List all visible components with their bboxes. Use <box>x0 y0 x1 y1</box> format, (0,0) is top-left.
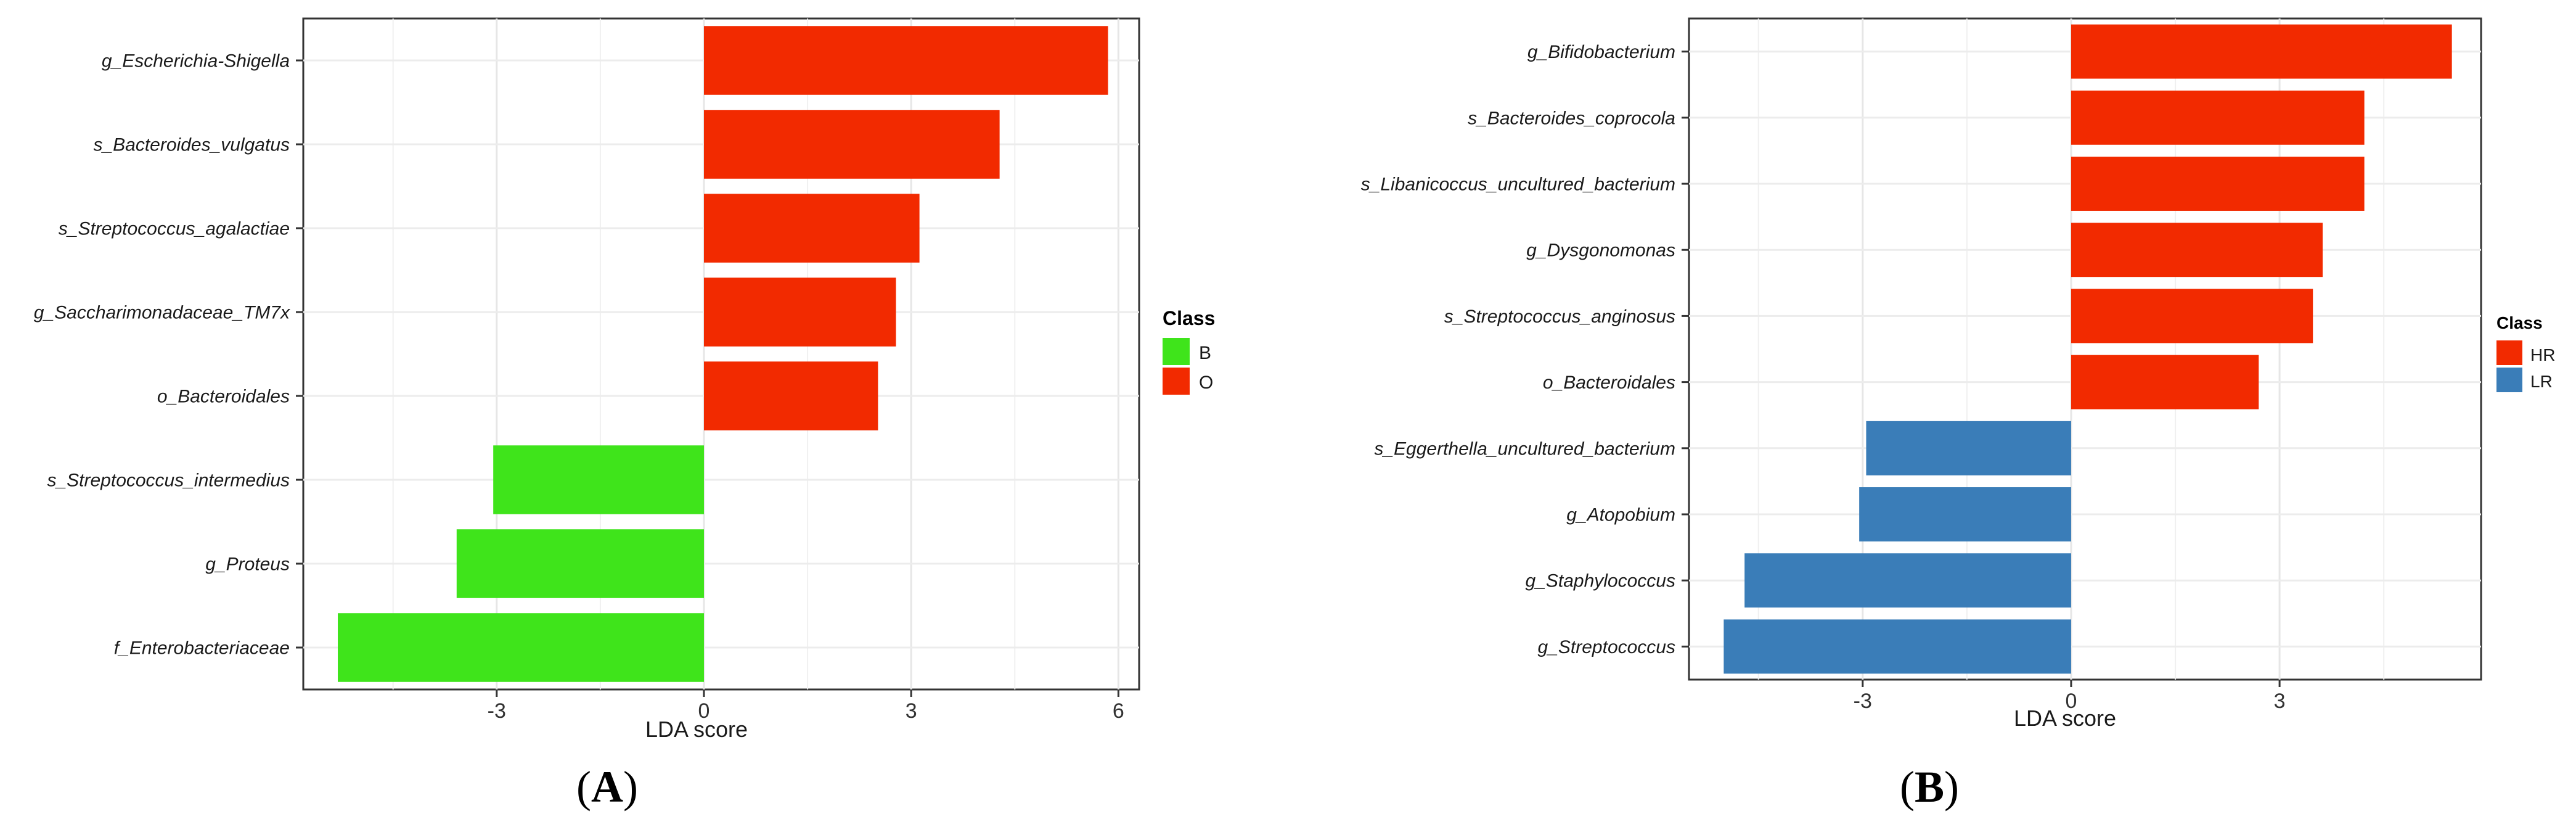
category-label: s_Libanicoccus_uncultured_bacterium <box>1361 175 1675 195</box>
bar-g_Staphylococcus <box>1744 553 2071 608</box>
category-label: s_Streptococcus_intermedius <box>47 471 290 491</box>
bar-s_Bacteroides_coprocola <box>2071 90 2365 145</box>
legend-swatch-o <box>1163 368 1190 395</box>
legend-label-lr: LR <box>2530 372 2553 391</box>
x-tick-label: 0 <box>2065 689 2077 713</box>
legend-label-hr: HR <box>2530 345 2555 364</box>
legend-label-b: B <box>1199 343 1211 363</box>
legend-swatch-b <box>1163 338 1190 365</box>
bar-g_Escherichia-Shigella <box>703 26 1108 95</box>
bar-s_Streptococcus_intermedius <box>493 445 704 514</box>
category-label: g_Dysgonomonas <box>1526 241 1675 261</box>
x-ticks-b: -3 0 3 <box>1854 680 2286 713</box>
legend-swatch-hr <box>2496 340 2522 365</box>
bar-s_Eggerthella_uncultured_bacterium <box>1866 421 2071 475</box>
legend-title-b: Class <box>2496 313 2543 332</box>
bar-g_Saccharimonadaceae_TM7x <box>703 278 896 347</box>
panel-label-a: (A) <box>576 762 638 812</box>
category-label: g_Saccharimonadaceae_TM7x <box>34 303 290 323</box>
x-axis-label-b: LDA score <box>2014 706 2116 731</box>
category-label: o_Bacteroidales <box>157 387 290 407</box>
bar-g_Bifidobacterium <box>2071 24 2452 79</box>
category-label: g_Staphylococcus <box>1526 571 1676 591</box>
bar-g_Dysgonomonas <box>2071 223 2323 278</box>
bar-s_Libanicoccus_uncultured_bacterium <box>2071 157 2365 211</box>
x-tick-label: 0 <box>698 699 710 723</box>
legend-title-a: Class <box>1163 307 1215 329</box>
category-label: o_Bacteroidales <box>1543 372 1675 393</box>
chart-a: g_Escherichia-Shigella s_Bacteroides_vulg… <box>34 17 1215 812</box>
bar-g_Proteus <box>456 529 704 598</box>
x-tick-label: -3 <box>488 699 506 723</box>
bar-s_Streptococcus_anginosus <box>2071 289 2313 344</box>
category-label: s_Bacteroides_vulgatus <box>93 135 290 155</box>
panel-label-b: (B) <box>1900 762 1959 812</box>
category-labels-a: g_Escherichia-Shigella s_Bacteroides_vulg… <box>34 51 303 659</box>
x-tick-label: 6 <box>1113 699 1124 723</box>
category-labels-b: g_Bifidobacterium s_Bacteroides_coprocola… <box>1361 42 1689 657</box>
x-tick-label: -3 <box>1854 689 1872 713</box>
category-label: f_Enterobacteriaceae <box>114 638 290 659</box>
category-label: g_Proteus <box>205 554 290 575</box>
category-label: g_Atopobium <box>1566 505 1675 525</box>
category-label: g_Escherichia-Shigella <box>102 51 290 72</box>
chart-b: g_Bifidobacterium s_Bacteroides_coprocola… <box>1361 17 2555 812</box>
x-tick-label: 3 <box>2274 689 2286 713</box>
x-tick-label: 3 <box>906 699 917 723</box>
category-label: g_Streptococcus <box>1538 637 1675 657</box>
bar-g_Atopobium <box>1859 487 2071 541</box>
x-axis-label-a: LDA score <box>645 717 748 742</box>
category-label: s_Streptococcus_anginosus <box>1444 307 1675 327</box>
bar-s_Streptococcus_agalactiae <box>703 194 920 263</box>
category-label: s_Bacteroides_coprocola <box>1468 108 1675 128</box>
x-ticks-a: -3 0 3 6 <box>488 689 1124 723</box>
bar-f_Enterobacteriaceae <box>338 613 704 682</box>
category-label: s_Eggerthella_uncultured_bacterium <box>1374 438 1675 459</box>
bar-o_Bacteroidales <box>2071 355 2259 409</box>
legend-b: Class HR LR <box>2496 313 2555 392</box>
bars-b <box>1723 24 2452 674</box>
category-label: g_Bifidobacterium <box>1527 42 1675 62</box>
bar-g_Streptococcus <box>1723 619 2071 674</box>
bar-s_Bacteroides_vulgatus <box>703 110 1000 179</box>
category-label: s_Streptococcus_agalactiae <box>59 219 290 239</box>
legend-swatch-lr <box>2496 368 2522 392</box>
bars-a <box>338 26 1108 682</box>
legend-label-o: O <box>1199 372 1213 393</box>
legend-a: Class B O <box>1163 307 1215 395</box>
bar-o_Bacteroidales <box>703 361 878 430</box>
